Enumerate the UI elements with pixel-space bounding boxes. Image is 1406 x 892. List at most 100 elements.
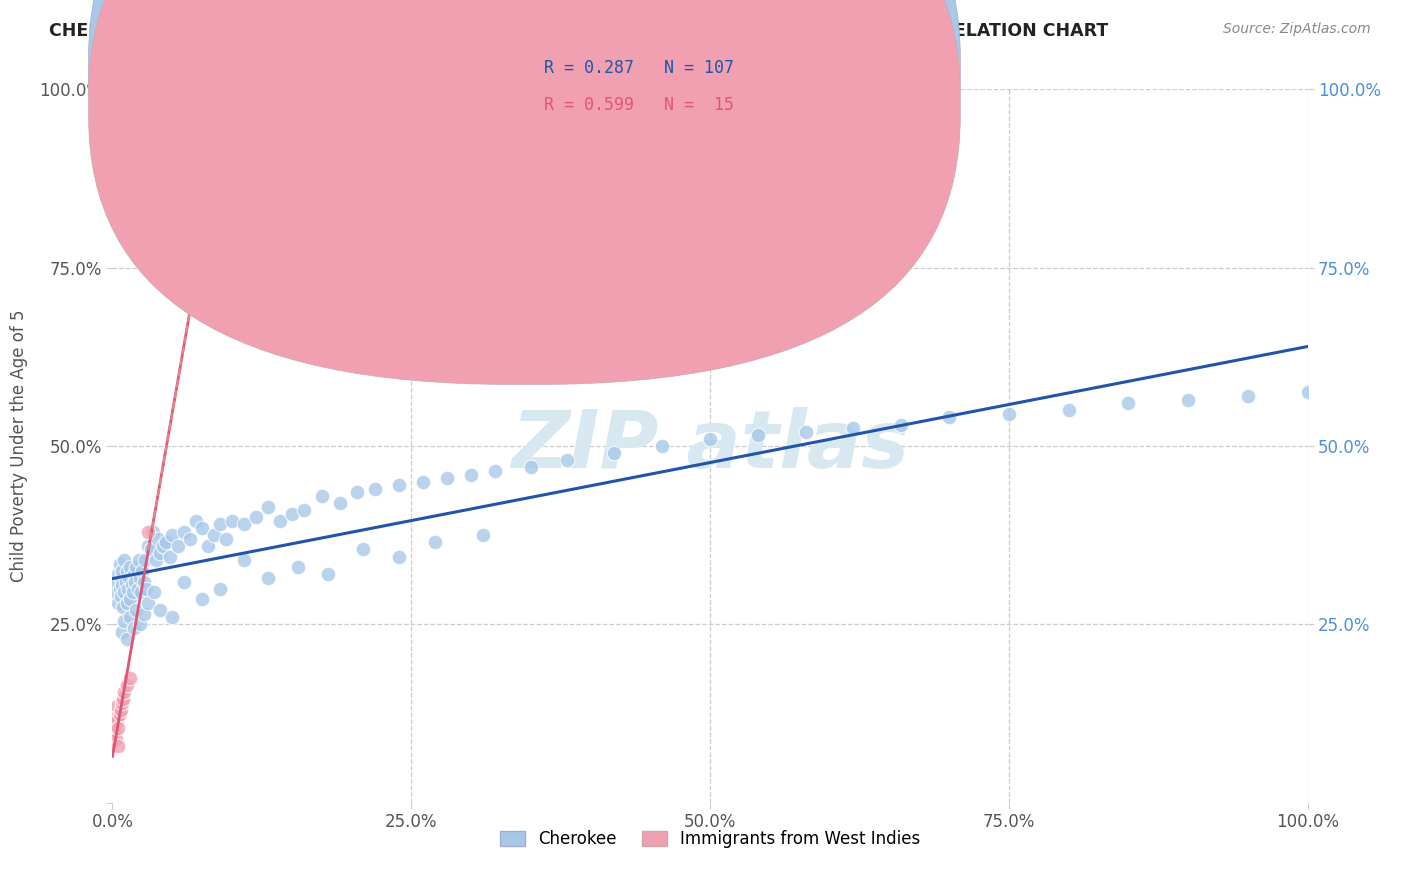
Point bbox=[162, 528, 183, 542]
Point bbox=[179, 532, 201, 546]
Point bbox=[484, 464, 506, 478]
Point bbox=[155, 535, 177, 549]
Point bbox=[520, 460, 543, 475]
Point bbox=[129, 617, 152, 632]
Point bbox=[197, 539, 219, 553]
Point bbox=[699, 432, 721, 446]
Point bbox=[245, 510, 267, 524]
Text: CHEROKEE VS IMMIGRANTS FROM WEST INDIES CHILD POVERTY UNDER THE AGE OF 5 CORRELA: CHEROKEE VS IMMIGRANTS FROM WEST INDIES … bbox=[49, 22, 1108, 40]
Point bbox=[257, 571, 280, 585]
Point bbox=[105, 574, 128, 589]
Point bbox=[110, 589, 132, 603]
Point bbox=[233, 553, 256, 567]
Point bbox=[115, 678, 138, 692]
Point bbox=[425, 535, 447, 549]
Point bbox=[346, 485, 368, 500]
Point bbox=[1296, 385, 1319, 400]
Point bbox=[112, 692, 135, 706]
Point bbox=[114, 574, 136, 589]
Point bbox=[125, 560, 148, 574]
Point bbox=[120, 592, 142, 607]
Point bbox=[139, 542, 162, 557]
Point bbox=[287, 560, 309, 574]
Point bbox=[152, 539, 174, 553]
Point bbox=[998, 407, 1021, 421]
Point bbox=[122, 567, 145, 582]
Point bbox=[603, 446, 626, 460]
Point bbox=[105, 710, 128, 724]
Point bbox=[112, 599, 135, 614]
Point bbox=[436, 471, 458, 485]
Point bbox=[111, 696, 134, 710]
Point bbox=[110, 703, 132, 717]
Point bbox=[221, 514, 243, 528]
Point bbox=[129, 585, 152, 599]
Point bbox=[111, 564, 134, 578]
Point bbox=[115, 632, 138, 646]
Point bbox=[794, 425, 817, 439]
Point bbox=[143, 585, 166, 599]
Point bbox=[209, 517, 232, 532]
Point bbox=[202, 528, 225, 542]
Point bbox=[142, 524, 165, 539]
Point bbox=[149, 603, 172, 617]
Point bbox=[121, 585, 143, 599]
Point bbox=[107, 567, 129, 582]
Point bbox=[173, 524, 195, 539]
Point bbox=[388, 549, 411, 564]
Point bbox=[110, 571, 132, 585]
Point bbox=[104, 724, 127, 739]
Point bbox=[108, 582, 131, 596]
Point bbox=[159, 549, 181, 564]
Point bbox=[135, 582, 157, 596]
Point bbox=[124, 574, 146, 589]
Point bbox=[747, 428, 769, 442]
Point bbox=[108, 557, 131, 571]
Point bbox=[114, 553, 135, 567]
Point bbox=[269, 514, 291, 528]
Point bbox=[167, 539, 190, 553]
Point bbox=[105, 699, 128, 714]
Point bbox=[138, 524, 160, 539]
Point bbox=[292, 503, 315, 517]
Point bbox=[117, 582, 139, 596]
Point bbox=[257, 500, 280, 514]
Point bbox=[412, 475, 434, 489]
Y-axis label: Child Poverty Under the Age of 5: Child Poverty Under the Age of 5 bbox=[10, 310, 28, 582]
Point bbox=[114, 685, 135, 699]
Point bbox=[128, 553, 150, 567]
Legend: Cherokee, Immigrants from West Indies: Cherokee, Immigrants from West Indies bbox=[494, 824, 927, 855]
Point bbox=[105, 585, 128, 599]
Point bbox=[1118, 396, 1140, 410]
Point bbox=[186, 514, 208, 528]
Point bbox=[120, 560, 142, 574]
Point bbox=[388, 478, 411, 492]
Point bbox=[120, 671, 142, 685]
Point bbox=[233, 517, 256, 532]
Point bbox=[890, 417, 912, 432]
Point bbox=[329, 496, 352, 510]
Text: R = 0.599   N =  15: R = 0.599 N = 15 bbox=[544, 96, 734, 114]
Point bbox=[460, 467, 482, 482]
Point bbox=[118, 571, 141, 585]
Point bbox=[1237, 389, 1260, 403]
Point bbox=[364, 482, 387, 496]
Point bbox=[938, 410, 960, 425]
Point bbox=[311, 489, 333, 503]
Point bbox=[125, 603, 148, 617]
Point bbox=[145, 553, 167, 567]
Point bbox=[162, 610, 183, 624]
Point bbox=[352, 542, 374, 557]
Point bbox=[105, 731, 128, 746]
Point bbox=[105, 714, 128, 728]
Point bbox=[107, 721, 129, 735]
Point bbox=[107, 596, 129, 610]
Point bbox=[173, 574, 195, 589]
Point bbox=[131, 564, 153, 578]
Point bbox=[146, 532, 169, 546]
Point bbox=[842, 421, 865, 435]
Point bbox=[122, 621, 145, 635]
Point bbox=[132, 607, 155, 621]
Point bbox=[111, 624, 134, 639]
Point bbox=[555, 453, 578, 467]
